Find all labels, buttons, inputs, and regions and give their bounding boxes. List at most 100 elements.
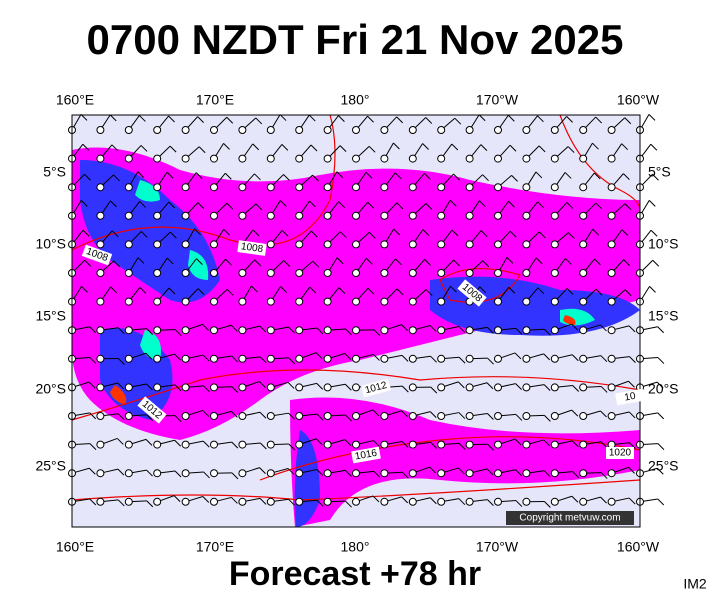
isobar-label-box [457,279,487,307]
barb-flag [174,470,182,478]
barb-flag [394,172,402,180]
station [323,211,332,220]
station [323,469,332,478]
station [550,126,559,134]
barb-flag [309,200,316,208]
barb-flag [174,353,181,361]
station [380,211,389,220]
station [607,412,616,420]
barb-flag [652,259,660,267]
station [181,240,190,249]
station [437,211,446,220]
barb-flag [224,172,232,180]
lat-label: 10°S [648,236,679,252]
barb-flag [288,443,296,451]
barb-flag [571,354,579,362]
barb-flag [458,326,466,333]
barb-flag [429,497,437,505]
barb-flag [89,498,97,506]
isobars [71,114,641,501]
isobar-label: 1016 [354,448,378,463]
station [153,269,162,277]
barb-flag [168,287,176,295]
barb-flag [623,173,630,180]
barb-flag [401,441,409,448]
station [323,440,332,449]
barb-flag [315,352,323,359]
barb-flag [367,287,375,295]
barb-flag [203,385,210,393]
station [579,183,588,192]
barb-flag [280,286,287,293]
station [380,269,389,277]
barb-flag [259,356,267,364]
barb-flag [429,466,437,474]
station [607,269,616,277]
barb-flag [567,146,575,153]
barb-flag [223,142,230,150]
lon-label: 160°E [56,539,94,555]
barb-flag [338,115,345,122]
station [607,297,616,306]
barb-flag [315,438,323,446]
barb-flag [369,232,376,239]
station [380,412,389,420]
station [352,354,360,363]
barb-flag [449,199,457,207]
station [295,240,304,249]
station [323,154,332,163]
barb-flag [482,174,489,182]
rain-area [290,397,640,527]
barb-flag [401,410,408,418]
station [607,154,616,163]
barb-flag [173,495,181,502]
station [579,297,588,306]
station [96,354,105,363]
station [607,126,616,134]
isobar [71,114,336,251]
barb-flag [283,260,291,267]
isobar-label-box [606,447,634,459]
station [550,183,559,192]
barb-flag [84,259,92,267]
station [437,154,446,163]
barb-flag [117,413,125,421]
isobar [71,369,641,421]
station [522,326,531,335]
station [96,469,105,478]
barb-flag [338,287,346,294]
barb-flag [113,260,121,268]
isobar-label: 1020 [609,448,632,459]
barb-flag [592,142,599,150]
barb-flag [629,356,636,363]
station [408,297,417,306]
lat-label: 15°S [35,308,66,324]
barb-flag [425,289,433,296]
barb-flag [345,470,352,477]
station [465,269,474,277]
barb-flag [145,438,153,446]
barb-flag [656,381,664,389]
station [210,269,218,277]
barb-flag [231,410,238,418]
barb-flag [544,415,551,422]
barb-flag [429,411,437,418]
station [494,412,502,420]
station [550,354,559,363]
station [96,183,105,192]
station [579,354,588,363]
station [238,297,247,306]
barb-flag [507,114,515,122]
station [266,269,275,277]
barb-flag [118,358,125,365]
station [408,240,417,249]
station [181,326,190,335]
barb-flag [339,145,347,153]
station [380,440,389,449]
station [266,354,275,363]
barb-flag [111,230,119,238]
station [323,412,332,420]
barb-flag [487,413,494,420]
station [494,497,502,506]
station [210,469,218,478]
